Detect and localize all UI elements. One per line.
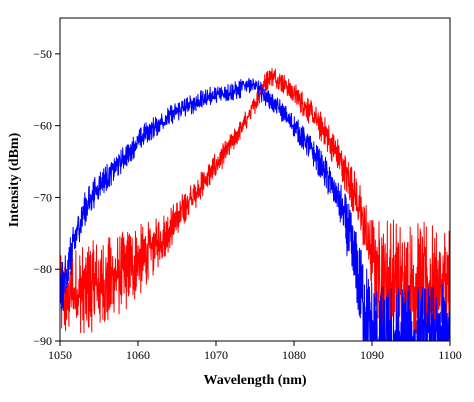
y-tick-label: −90 [33, 334, 52, 348]
y-tick-label: −80 [33, 262, 52, 276]
x-tick-label: 1050 [48, 348, 72, 362]
spectrum-series-2 [60, 77, 450, 341]
spectrum-series-1 [60, 67, 450, 341]
x-tick-label: 1100 [438, 348, 462, 362]
series-layer [60, 67, 450, 341]
x-tick-label: 1060 [126, 348, 150, 362]
x-tick-label: 1070 [204, 348, 228, 362]
y-tick-label: −60 [33, 119, 52, 133]
y-axis-title: Intensity (dBm) [7, 132, 22, 227]
y-tick-label: −70 [33, 190, 52, 204]
plot-frame [59, 17, 451, 342]
y-axis-ticks: −90 −80 −70 −60 −50 [33, 47, 60, 348]
x-tick-label: 1090 [360, 348, 384, 362]
y-tick-label: −50 [33, 47, 52, 61]
x-axis-title: Wavelength (nm) [203, 373, 306, 388]
x-tick-label: 1080 [282, 348, 306, 362]
x-axis-ticks: 1050 1060 1070 1080 1090 1100 [48, 341, 462, 362]
